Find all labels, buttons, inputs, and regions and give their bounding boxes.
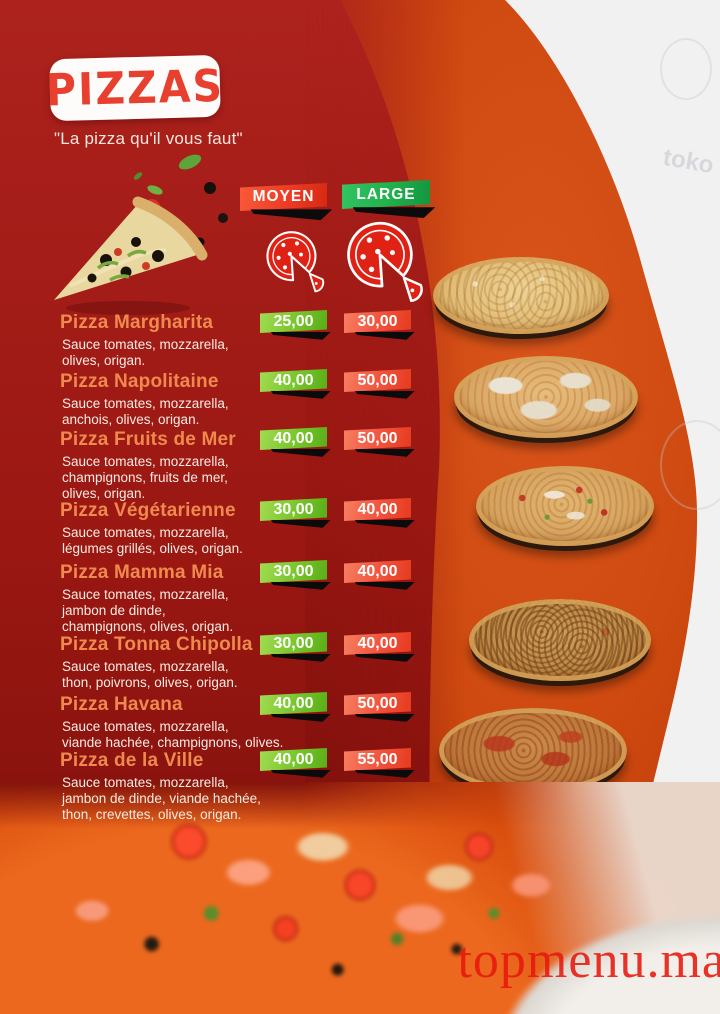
price-value-large: 30,00 bbox=[344, 310, 411, 333]
price-tag-moyen: 30,00 bbox=[260, 498, 332, 528]
item-name: Pizza de la Ville bbox=[60, 750, 204, 771]
item-description: Sauce tomates, mozzarella, jambon de din… bbox=[62, 587, 234, 634]
tag-shadow bbox=[270, 581, 332, 590]
column-header-large-label: LARGE bbox=[342, 180, 430, 209]
site-watermark: topmenu.ma bbox=[457, 932, 720, 989]
background-watermark-shape bbox=[660, 420, 720, 510]
tag-shadow bbox=[270, 519, 332, 528]
price-tag-large: 50,00 bbox=[344, 427, 416, 457]
price-value-moyen: 30,00 bbox=[260, 560, 327, 583]
price-value-large: 40,00 bbox=[344, 560, 411, 583]
column-header-moyen-label: MOYEN bbox=[240, 183, 327, 211]
item-name: Pizza Fruits de Mer bbox=[60, 429, 236, 450]
price-tag-moyen: 30,00 bbox=[260, 632, 332, 662]
price-tag-large: 50,00 bbox=[344, 369, 416, 399]
item-name: Pizza Margharita bbox=[60, 312, 214, 333]
price-value-moyen: 25,00 bbox=[260, 310, 327, 333]
tag-shadow bbox=[354, 769, 416, 778]
menu-item-row: Pizza de la Ville Sauce tomates, mozzare… bbox=[60, 748, 440, 823]
menu-item-row: Pizza Havana Sauce tomates, mozzarella, … bbox=[60, 692, 440, 751]
item-name: Pizza Napolitaine bbox=[60, 371, 219, 392]
banner-shadow bbox=[250, 209, 333, 221]
price-tag-large: 55,00 bbox=[344, 748, 416, 778]
tag-shadow bbox=[354, 331, 416, 340]
price-value-large: 40,00 bbox=[344, 498, 411, 521]
price-tag-large: 40,00 bbox=[344, 498, 416, 528]
column-header-moyen: MOYEN bbox=[240, 183, 333, 221]
pizza-slice-illustration bbox=[54, 154, 228, 315]
price-tag-moyen: 40,00 bbox=[260, 692, 332, 722]
item-description: Sauce tomates, mozzarella, anchois, oliv… bbox=[62, 396, 229, 427]
pizza-photo-2 bbox=[454, 356, 638, 438]
price-tag-moyen: 40,00 bbox=[260, 369, 332, 399]
tag-shadow bbox=[270, 713, 332, 722]
item-name: Pizza Mamma Mia bbox=[60, 562, 224, 583]
tag-shadow bbox=[354, 448, 416, 457]
tag-shadow bbox=[270, 448, 332, 457]
tag-shadow bbox=[354, 713, 416, 722]
item-description: Sauce tomates, mozzarella, champignons, … bbox=[62, 454, 229, 501]
price-value-large: 40,00 bbox=[344, 632, 411, 655]
item-name: Pizza Havana bbox=[60, 694, 183, 715]
price-tag-large: 40,00 bbox=[344, 560, 416, 590]
page-subtitle: "La pizza qu'il vous faut" bbox=[54, 129, 243, 148]
price-tag-large: 50,00 bbox=[344, 692, 416, 722]
tag-shadow bbox=[354, 519, 416, 528]
price-tag-moyen: 40,00 bbox=[260, 748, 332, 778]
pizza-photo-banner bbox=[0, 782, 720, 1014]
item-description: Sauce tomates, mozzarella, légumes grill… bbox=[62, 525, 243, 556]
menu-item-row: Pizza Fruits de Mer Sauce tomates, mozza… bbox=[60, 427, 440, 502]
price-tag-large: 40,00 bbox=[344, 632, 416, 662]
background-watermark-shape bbox=[660, 38, 712, 100]
price-tag-large: 30,00 bbox=[344, 310, 416, 340]
column-header-large: LARGE bbox=[342, 180, 436, 219]
tag-shadow bbox=[270, 331, 332, 340]
price-value-large: 50,00 bbox=[344, 427, 411, 450]
tag-shadow bbox=[354, 653, 416, 662]
price-value-moyen: 40,00 bbox=[260, 427, 327, 450]
price-value-moyen: 40,00 bbox=[260, 369, 327, 392]
menu-item-row: Pizza Margharita Sauce tomates, mozzarel… bbox=[60, 310, 440, 369]
item-name: Pizza Végétarienne bbox=[60, 500, 236, 521]
menu-item-row: Pizza Tonna Chipolla Sauce tomates, mozz… bbox=[60, 632, 440, 691]
price-value-moyen: 40,00 bbox=[260, 692, 327, 715]
page-title-badge: PIZZAS bbox=[45, 54, 225, 122]
item-name: Pizza Tonna Chipolla bbox=[60, 634, 253, 655]
tag-shadow bbox=[270, 390, 332, 399]
item-description: Sauce tomates, mozzarella, viande hachée… bbox=[62, 719, 284, 750]
tag-shadow bbox=[354, 390, 416, 399]
pizza-photo-1 bbox=[433, 257, 609, 334]
item-description: Sauce tomates, mozzarella, olives, origa… bbox=[62, 337, 229, 368]
price-tag-moyen: 30,00 bbox=[260, 560, 332, 590]
price-value-moyen: 30,00 bbox=[260, 498, 327, 521]
banner-shadow bbox=[352, 207, 436, 219]
pizza-photo-3 bbox=[476, 466, 654, 546]
price-value-large: 50,00 bbox=[344, 369, 411, 392]
price-value-moyen: 30,00 bbox=[260, 632, 327, 655]
item-description: Sauce tomates, mozzarella, jambon de din… bbox=[62, 775, 261, 822]
pizza-size-icon-moyen bbox=[266, 231, 325, 293]
tag-shadow bbox=[270, 653, 332, 662]
pizza-photo-banner-fade bbox=[0, 782, 720, 828]
item-description: Sauce tomates, mozzarella, thon, poivron… bbox=[62, 659, 238, 690]
price-value-moyen: 40,00 bbox=[260, 748, 327, 771]
pizza-photo-5 bbox=[439, 708, 627, 793]
price-tag-moyen: 40,00 bbox=[260, 427, 332, 457]
tag-shadow bbox=[270, 769, 332, 778]
pizza-photo-4 bbox=[469, 599, 651, 681]
menu-item-row: Pizza Végétarienne Sauce tomates, mozzar… bbox=[60, 498, 440, 557]
tag-shadow bbox=[354, 581, 416, 590]
price-value-large: 55,00 bbox=[344, 748, 411, 771]
pizza-size-icon-large bbox=[347, 221, 423, 303]
menu-item-row: Pizza Mamma Mia Sauce tomates, mozzarell… bbox=[60, 560, 440, 635]
price-tag-moyen: 25,00 bbox=[260, 310, 332, 340]
menu-item-row: Pizza Napolitaine Sauce tomates, mozzare… bbox=[60, 369, 440, 428]
page-title: PIZZAS bbox=[45, 59, 225, 117]
price-value-large: 50,00 bbox=[344, 692, 411, 715]
